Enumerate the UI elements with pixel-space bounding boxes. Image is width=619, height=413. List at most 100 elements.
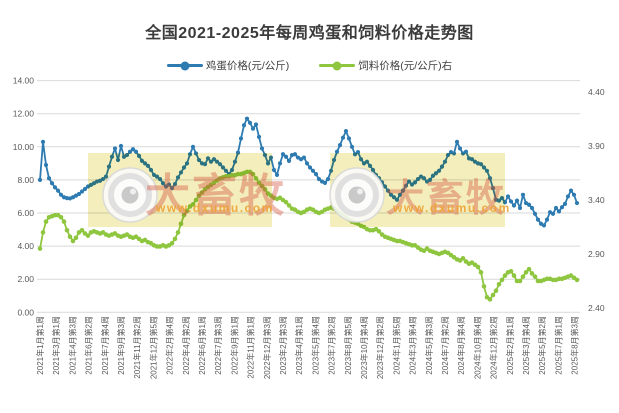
feed-price-point [490,292,496,298]
egg-price-point [517,205,523,211]
x-axis-tick-label: 2021年7月第4周 [100,316,110,375]
feed-price-point [58,214,64,220]
egg-price-point [541,223,547,228]
watermark-brand-text: 大畜牧 [386,178,506,220]
x-axis-tick-label: 2023年8月第5周 [343,316,353,375]
egg-price-point [238,136,244,141]
feed-price-point [574,277,580,283]
egg-price-point [271,167,277,173]
egg-price-point [526,202,532,207]
egg-price-point [241,123,247,128]
egg-price-point [346,136,352,141]
watermark-eye-highlight-icon [357,188,363,195]
feed-price-point [169,240,175,246]
feed-price-point [175,230,181,235]
x-axis-tick-label: 2024年7月第2周 [440,316,450,375]
egg-price-point [559,205,565,210]
egg-price-point [304,161,310,166]
legend-item-egg-price: 鸡蛋价格(元/公斤) [166,58,290,73]
legend-line-marker-icon [319,61,356,70]
left-axis-tick-label: 14.00 [13,76,35,86]
x-axis-tick-label: 2021年11月第2周 [132,316,142,379]
feed-price-point [64,227,70,233]
egg-price-point [244,116,250,121]
egg-price-point [562,201,568,206]
feed-price-point [499,277,505,283]
egg-price-point [259,146,265,151]
egg-price-point [454,139,460,144]
egg-price-point [316,176,322,182]
feed-price-point [70,238,76,244]
feed-price-point [475,264,481,270]
feed-price-point [37,246,43,251]
x-axis-tick-label: 2025年8月第3周 [570,316,580,375]
left-axis-tick-label: 0.00 [17,307,34,317]
legend-label: 饲料价格(元/公斤)右 [358,60,453,72]
egg-price-point [55,188,61,193]
egg-price-point [286,158,292,163]
legend-line-marker-icon [166,61,203,70]
egg-price-point [343,128,349,134]
egg-price-point [322,180,328,185]
feed-price-point [85,233,91,238]
egg-price-point [283,154,289,159]
x-axis-tick-label: 2021年6月第2周 [84,316,94,375]
x-axis-tick-label: 2024年5月第3周 [424,316,434,375]
egg-price-point [568,188,574,193]
x-axis-tick-label: 2023年7月第2周 [327,316,337,375]
watermark-eye-pupil-icon [348,186,366,204]
feed-price-point [487,297,493,302]
feed-price-point [493,288,499,294]
egg-price-point [553,205,559,211]
egg-price-point [127,149,133,154]
egg-price-point [556,209,562,214]
watermark-brand-text: 大畜牧 [145,170,286,221]
legend-label: 鸡蛋价格(元/公斤) [205,60,290,72]
feed-price-point [172,236,178,242]
x-axis-tick-label: 2025年7月第1周 [553,316,563,375]
feed-price-point [523,270,529,275]
x-axis-tick-label: 2022年7月第3周 [213,316,223,375]
egg-price-point [118,143,124,149]
legend-dot-icon [180,61,190,70]
right-axis-tick-label: 2.90 [588,249,605,259]
egg-price-point [571,192,577,197]
left-axis-tick-label: 8.00 [17,175,34,185]
egg-price-point [277,161,283,166]
egg-price-point [133,149,139,154]
x-axis-tick-label: 2024年8月第4周 [456,316,466,375]
egg-price-point [280,152,286,157]
egg-price-point [253,122,259,127]
watermark-eye-highlight-icon [130,188,136,195]
egg-price-point [544,217,550,222]
feed-price-point [67,234,73,240]
legend-dot-icon [332,61,342,70]
x-axis-tick-label: 2025年2月第1周 [505,316,515,375]
x-axis-tick-label: 2023年4月第1周 [294,316,304,375]
egg-price-point [505,194,511,199]
egg-price-point [310,168,316,173]
egg-price-point [292,152,298,157]
right-axis-tick-label: 3.40 [588,195,605,205]
x-axis-tick-label: 2025年5月第2周 [537,316,547,375]
x-axis-tick-label: 2024年10月第4周 [472,316,482,379]
x-axis-tick-label: 2022年6月第1周 [197,316,207,375]
x-axis-tick-label: 2021年4月第3周 [67,316,77,375]
egg-price-point [112,146,118,151]
egg-price-point [349,144,355,149]
egg-price-point [82,186,88,192]
right-axis-tick-label: 3.90 [588,141,605,151]
left-axis-tick-label: 6.00 [17,208,34,218]
egg-price-point [250,126,256,131]
watermark-eye-pupil-icon [121,186,139,204]
chart-title: 全国2021-2025年每周鸡蛋和饲料价格走势图 [145,25,474,42]
feed-price-point [526,266,532,272]
left-axis-tick-label: 12.00 [13,109,35,119]
x-axis-tick-label: 2025年3月第4周 [521,316,531,375]
egg-price-point [256,134,262,139]
egg-price-point [514,198,520,203]
egg-price-point [313,172,319,177]
x-axis-tick-label: 2023年2月第3周 [278,316,288,375]
feed-price-point [532,274,538,279]
feed-price-point [520,274,526,279]
